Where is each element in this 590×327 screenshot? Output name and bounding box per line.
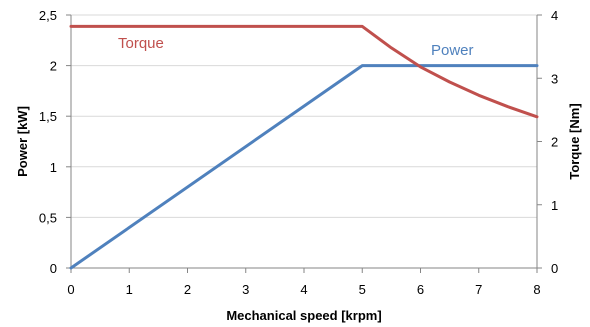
x-tick-label: 8 xyxy=(533,282,540,297)
axes xyxy=(66,14,542,273)
y-left-tick-label: 0,5 xyxy=(39,210,57,225)
y-right-tick-label: 4 xyxy=(551,8,558,23)
x-tick-label: 4 xyxy=(300,282,307,297)
y-right-tick-label: 2 xyxy=(551,135,558,150)
x-tick-label: 7 xyxy=(475,282,482,297)
y-left-tick-label: 2 xyxy=(50,59,57,74)
series xyxy=(69,24,539,270)
series-line-torque xyxy=(69,24,539,119)
x-tick-label: 6 xyxy=(417,282,424,297)
x-tick-label: 1 xyxy=(126,282,133,297)
series-line-power xyxy=(69,64,539,270)
x-tick-label: 5 xyxy=(359,282,366,297)
y-left-tick-label: 1 xyxy=(50,160,57,175)
y-left-tick-label: 0 xyxy=(50,261,57,276)
series-label-torque: Torque xyxy=(118,35,164,52)
y-right-tick-label: 3 xyxy=(551,71,558,86)
y-right-tick-label: 1 xyxy=(551,198,558,213)
y-axis-left-title: Power [kW] xyxy=(15,106,30,177)
x-tick-label: 0 xyxy=(67,282,74,297)
x-tick-label: 3 xyxy=(242,282,249,297)
y-left-tick-label: 2,5 xyxy=(39,8,57,23)
x-tick-label: 2 xyxy=(184,282,191,297)
y-right-tick-label: 0 xyxy=(551,261,558,276)
y-axis-right-title: Torque [Nm] xyxy=(567,103,582,179)
series-label-power: Power xyxy=(431,42,474,59)
y-left-tick-label: 1,5 xyxy=(39,109,57,124)
x-axis-title: Mechanical speed [krpm] xyxy=(226,308,381,323)
